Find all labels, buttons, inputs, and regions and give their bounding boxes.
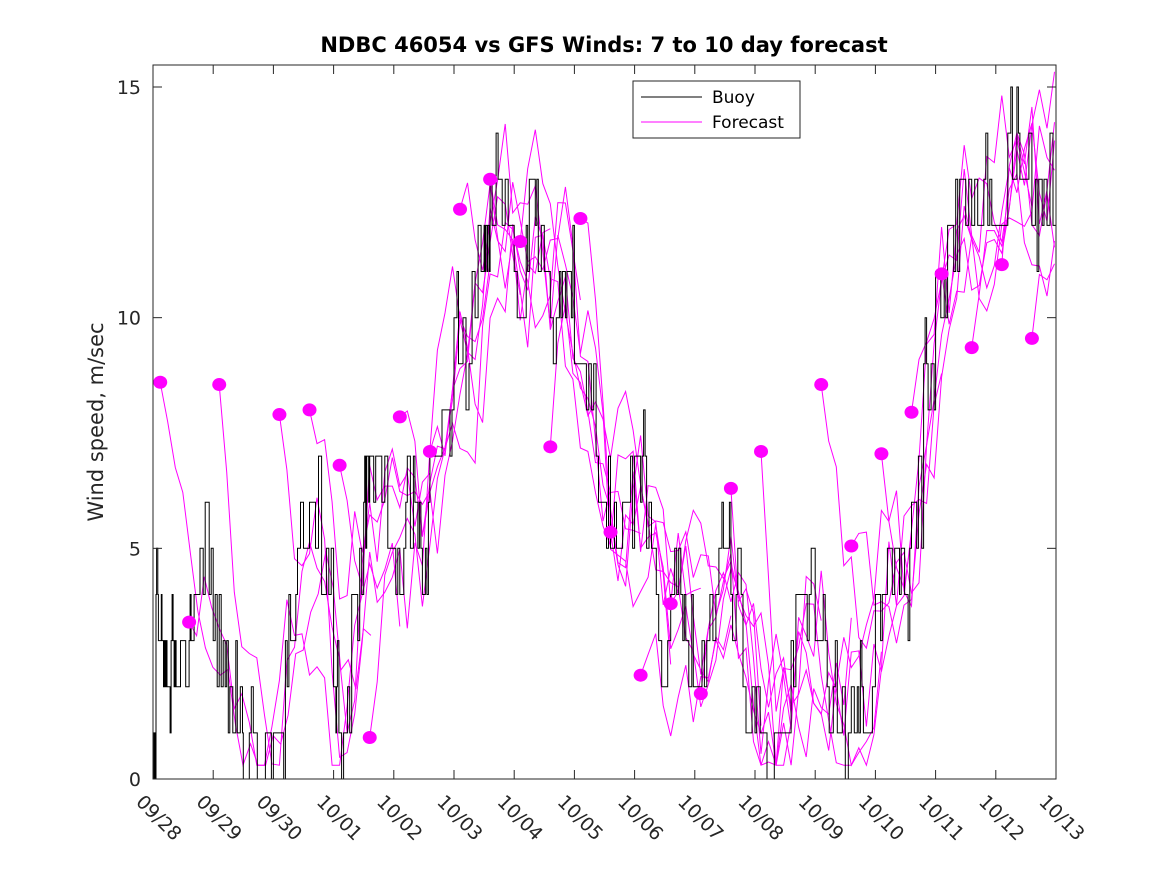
forecast-start-markers <box>153 172 1039 744</box>
forecast-start-marker <box>453 202 468 216</box>
legend-label-buoy: Buoy <box>712 88 755 108</box>
forecast-line <box>218 384 431 766</box>
forecast-start-marker <box>392 410 407 424</box>
forecast-start-marker <box>994 258 1009 272</box>
forecast-line <box>399 182 611 537</box>
y-tick-label: 15 <box>117 77 141 99</box>
forecast-start-marker <box>934 267 949 281</box>
forecast-start-marker <box>272 408 287 422</box>
forecast-start-marker <box>422 444 437 458</box>
forecast-line <box>850 123 1055 644</box>
forecast-line <box>1001 130 1055 265</box>
legend-box <box>632 80 801 139</box>
forecast-start-marker <box>362 730 377 744</box>
forecast-start-marker <box>693 687 708 701</box>
y-axis-label: Wind speed, m/sec <box>84 322 108 521</box>
forecast-line <box>730 373 943 736</box>
forecast-line <box>670 545 882 767</box>
forecast-start-marker <box>182 615 197 629</box>
forecast-line <box>1031 263 1055 339</box>
forecast-line <box>610 486 822 766</box>
forecast-line <box>278 262 491 759</box>
forecast-start-marker <box>754 444 769 458</box>
y-tick-label: 0 <box>129 769 141 791</box>
forecast-start-marker <box>663 597 678 611</box>
forecast-start-marker <box>603 525 618 539</box>
y-tick-label: 5 <box>129 538 141 560</box>
forecast-line <box>188 542 401 766</box>
forecast-start-marker <box>964 341 979 355</box>
forecast-start-marker <box>904 405 919 419</box>
forecast-start-marker <box>874 447 889 461</box>
forecast-start-marker <box>332 458 347 472</box>
y-axis: 0 5 10 15 <box>117 77 1056 791</box>
forecast-line <box>971 71 1055 348</box>
forecast-line <box>369 202 581 738</box>
forecast-start-marker <box>543 440 558 454</box>
forecast-start-marker <box>573 211 588 225</box>
forecast-start-marker <box>513 235 528 249</box>
legend: Buoy Forecast <box>632 80 801 139</box>
forecast-start-marker <box>633 668 648 682</box>
forecast-line <box>640 617 852 765</box>
legend-label-forecast: Forecast <box>712 113 784 133</box>
forecast-start-marker <box>1024 331 1039 345</box>
forecast-line <box>489 179 701 604</box>
forecast-start-marker <box>153 375 168 389</box>
forecast-line <box>519 129 732 683</box>
chart-title: NDBC 46054 vs GFS Winds: 7 to 10 day for… <box>320 33 887 57</box>
forecast-start-marker <box>212 378 227 392</box>
forecast-start-marker <box>844 539 859 553</box>
forecast-line <box>459 123 672 665</box>
forecast-line <box>941 125 1055 325</box>
axes-box <box>152 64 1057 780</box>
forecast-start-marker <box>302 403 317 417</box>
forecast-start-marker <box>814 378 829 392</box>
y-tick-label: 10 <box>117 308 141 330</box>
forecast-start-marker <box>483 172 498 186</box>
forecast-start-marker <box>723 481 738 495</box>
forecast-lines <box>159 71 1055 768</box>
